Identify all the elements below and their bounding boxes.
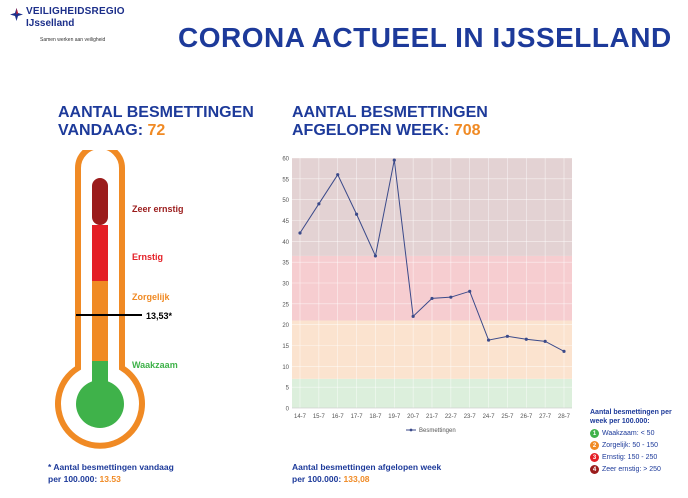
chart-xtick-label: 18-7 bbox=[369, 414, 382, 420]
legend-label-3: Ernstig: 150 - 250 bbox=[602, 454, 658, 461]
chart-xtick-label: 16-7 bbox=[332, 414, 345, 420]
week-label-line2: AFGELOPEN WEEK: bbox=[292, 122, 450, 139]
chart-xtick-label: 24-7 bbox=[483, 414, 496, 420]
level-label-ernstig: Ernstig bbox=[132, 252, 163, 262]
chart-point bbox=[543, 339, 547, 343]
legend-item-ernstig: 3 Ernstig: 150 - 250 bbox=[590, 453, 686, 462]
legend-title-line2: week per 100.000: bbox=[590, 418, 650, 425]
week-line-chart: 0 5 10 15 20 25 30 35 40 45 50 55 60 14-7 15-7 16-7 17-7… bbox=[282, 157, 572, 434]
chart-point bbox=[411, 314, 415, 318]
chart-point bbox=[430, 296, 434, 301]
level-label-zeer-ernstig: Zeer ernstig bbox=[132, 204, 184, 214]
chart-point bbox=[392, 158, 396, 162]
chart-point bbox=[562, 349, 566, 353]
chart-ytick-label: 5 bbox=[286, 386, 290, 392]
chart-point bbox=[373, 254, 378, 258]
severity-legend: Aantal besmettingen per week per 100.000… bbox=[590, 408, 686, 474]
chart-point bbox=[449, 295, 453, 299]
legend-item-waakzaam: 1 Waakzaam: < 50 bbox=[590, 429, 686, 438]
chart-ytick-label: 20 bbox=[282, 323, 289, 329]
chart-xtick-label: 25-7 bbox=[501, 414, 514, 420]
footnote-today-line1: * Aantal besmettingen vandaag bbox=[48, 462, 174, 472]
legend-badge-4: 4 bbox=[590, 465, 599, 474]
chart-point bbox=[298, 231, 302, 235]
logo-star-icon bbox=[10, 8, 23, 21]
today-marker-label: 13,53* bbox=[146, 311, 173, 321]
chart-point bbox=[336, 173, 340, 177]
legend-badge-3: 3 bbox=[590, 453, 599, 462]
chart-ytick-label: 0 bbox=[286, 407, 290, 413]
legend-badge-1: 1 bbox=[590, 429, 599, 438]
chart-xtick-label: 27-7 bbox=[539, 414, 552, 420]
thermometer: 13,53* Zeer ernstig Ernstig Zorgelijk Wa… bbox=[55, 150, 184, 449]
chart-xtick-label: 14-7 bbox=[294, 414, 307, 420]
chart-xtick-label: 15-7 bbox=[313, 414, 326, 420]
legend-title-line1: Aantal besmettingen per bbox=[590, 409, 672, 416]
chart-ytick-label: 25 bbox=[282, 302, 289, 308]
chart-xtick-label: 17-7 bbox=[351, 414, 364, 420]
footnote-today: * Aantal besmettingen vandaag per 100.00… bbox=[48, 461, 174, 485]
footnote-today-prefix: per 100.000: bbox=[48, 474, 98, 484]
page-title: CORONA ACTUEEL IN IJSSELLAND bbox=[178, 22, 672, 53]
chart-xtick-label: 22-7 bbox=[445, 414, 458, 420]
level-zeer-ernstig-bar bbox=[92, 178, 108, 225]
legend-item-zeer-ernstig: 4 Zeer ernstig: > 250 bbox=[590, 465, 686, 474]
brand-tagline: Samen werken aan veiligheid bbox=[40, 37, 106, 43]
legend-item-zorgelijk: 2 Zorgelijk: 50 - 150 bbox=[590, 441, 686, 450]
legend-label-4: Zeer ernstig: > 250 bbox=[602, 466, 661, 473]
chart-ytick-label: 55 bbox=[282, 177, 289, 183]
chart-xtick-label: 28-7 bbox=[558, 414, 571, 420]
chart-ytick-label: 15 bbox=[282, 344, 289, 350]
today-value: 72 bbox=[147, 122, 166, 139]
legend-badge-2: 2 bbox=[590, 441, 599, 450]
level-label-waakzaam: Waakzaam bbox=[132, 360, 178, 370]
chart-point bbox=[317, 202, 321, 206]
chart-xtick-label: 23-7 bbox=[464, 414, 477, 420]
today-label-line2: VANDAAG: bbox=[58, 122, 144, 139]
chart-point bbox=[524, 337, 528, 341]
level-label-zorgelijk: Zorgelijk bbox=[132, 292, 171, 302]
footnote-week-prefix: per 100.000: bbox=[292, 474, 342, 484]
level-ernstig-bar bbox=[92, 225, 108, 281]
chart-ytick-label: 40 bbox=[282, 240, 289, 246]
chart-ytick-label: 60 bbox=[282, 157, 289, 163]
chart-ytick-label: 35 bbox=[282, 261, 289, 267]
chart-point bbox=[505, 334, 510, 338]
footnote-week: Aantal besmettingen afgelopen week per 1… bbox=[292, 461, 441, 485]
chart-ytick-label: 45 bbox=[282, 219, 289, 225]
chart-xtick-label: 26-7 bbox=[520, 414, 533, 420]
brand-name: VEILIGHEIDSREGIO bbox=[26, 6, 125, 17]
brand-region: IJsselland bbox=[26, 18, 75, 29]
chart-legend-label: Besmettingen bbox=[419, 428, 456, 434]
chart-ytick-label: 30 bbox=[282, 282, 289, 288]
chart-xtick-label: 19-7 bbox=[388, 414, 401, 420]
chart-point bbox=[486, 338, 491, 342]
footnote-week-line1: Aantal besmettingen afgelopen week bbox=[292, 462, 442, 472]
week-header: AANTAL BESMETTINGEN AFGELOPEN WEEK: 708 bbox=[292, 104, 488, 140]
footnote-today-value: 13.53 bbox=[99, 474, 121, 484]
chart-ytick-label: 50 bbox=[282, 198, 289, 204]
chart-xtick-label: 21-7 bbox=[426, 414, 439, 420]
chart-legend-marker bbox=[409, 428, 413, 432]
footnote-week-value: 133,08 bbox=[343, 474, 370, 484]
thermometer-bulb bbox=[76, 380, 124, 428]
week-label-line1: AANTAL BESMETTINGEN bbox=[292, 104, 488, 121]
legend-label-2: Zorgelijk: 50 - 150 bbox=[602, 442, 659, 449]
level-zorgelijk-bar bbox=[92, 281, 108, 361]
week-value: 708 bbox=[453, 122, 481, 139]
chart-point bbox=[354, 212, 359, 216]
level-waakzaam-bar bbox=[92, 361, 108, 386]
chart-point bbox=[468, 289, 472, 293]
chart-ytick-label: 10 bbox=[282, 365, 289, 371]
legend-label-1: Waakzaam: < 50 bbox=[602, 430, 655, 437]
chart-xtick-label: 20-7 bbox=[407, 414, 420, 420]
today-header: AANTAL BESMETTINGEN VANDAAG: 72 bbox=[58, 104, 254, 140]
today-label-line1: AANTAL BESMETTINGEN bbox=[58, 104, 254, 121]
